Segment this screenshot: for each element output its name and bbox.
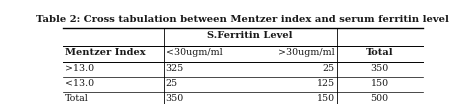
Text: Table 2: Cross tabulation between Mentzer index and serum ferritin level: Table 2: Cross tabulation between Mentze… bbox=[36, 15, 449, 24]
Text: Total: Total bbox=[366, 48, 393, 57]
Text: 350: 350 bbox=[165, 94, 184, 103]
Text: >30ugm/ml: >30ugm/ml bbox=[278, 48, 335, 57]
Text: 25: 25 bbox=[165, 79, 178, 88]
Text: 150: 150 bbox=[371, 79, 389, 88]
Text: S.Ferritin Level: S.Ferritin Level bbox=[208, 31, 293, 40]
Text: Mentzer Index: Mentzer Index bbox=[65, 48, 146, 57]
Text: 325: 325 bbox=[165, 64, 184, 73]
Text: 350: 350 bbox=[371, 64, 389, 73]
Text: >13.0: >13.0 bbox=[65, 64, 94, 73]
Text: Total: Total bbox=[65, 94, 89, 103]
Text: <30ugm/ml: <30ugm/ml bbox=[165, 48, 222, 57]
Text: 125: 125 bbox=[317, 79, 335, 88]
Text: 500: 500 bbox=[371, 94, 389, 103]
Text: 150: 150 bbox=[317, 94, 335, 103]
Text: <13.0: <13.0 bbox=[65, 79, 94, 88]
Text: 25: 25 bbox=[323, 64, 335, 73]
